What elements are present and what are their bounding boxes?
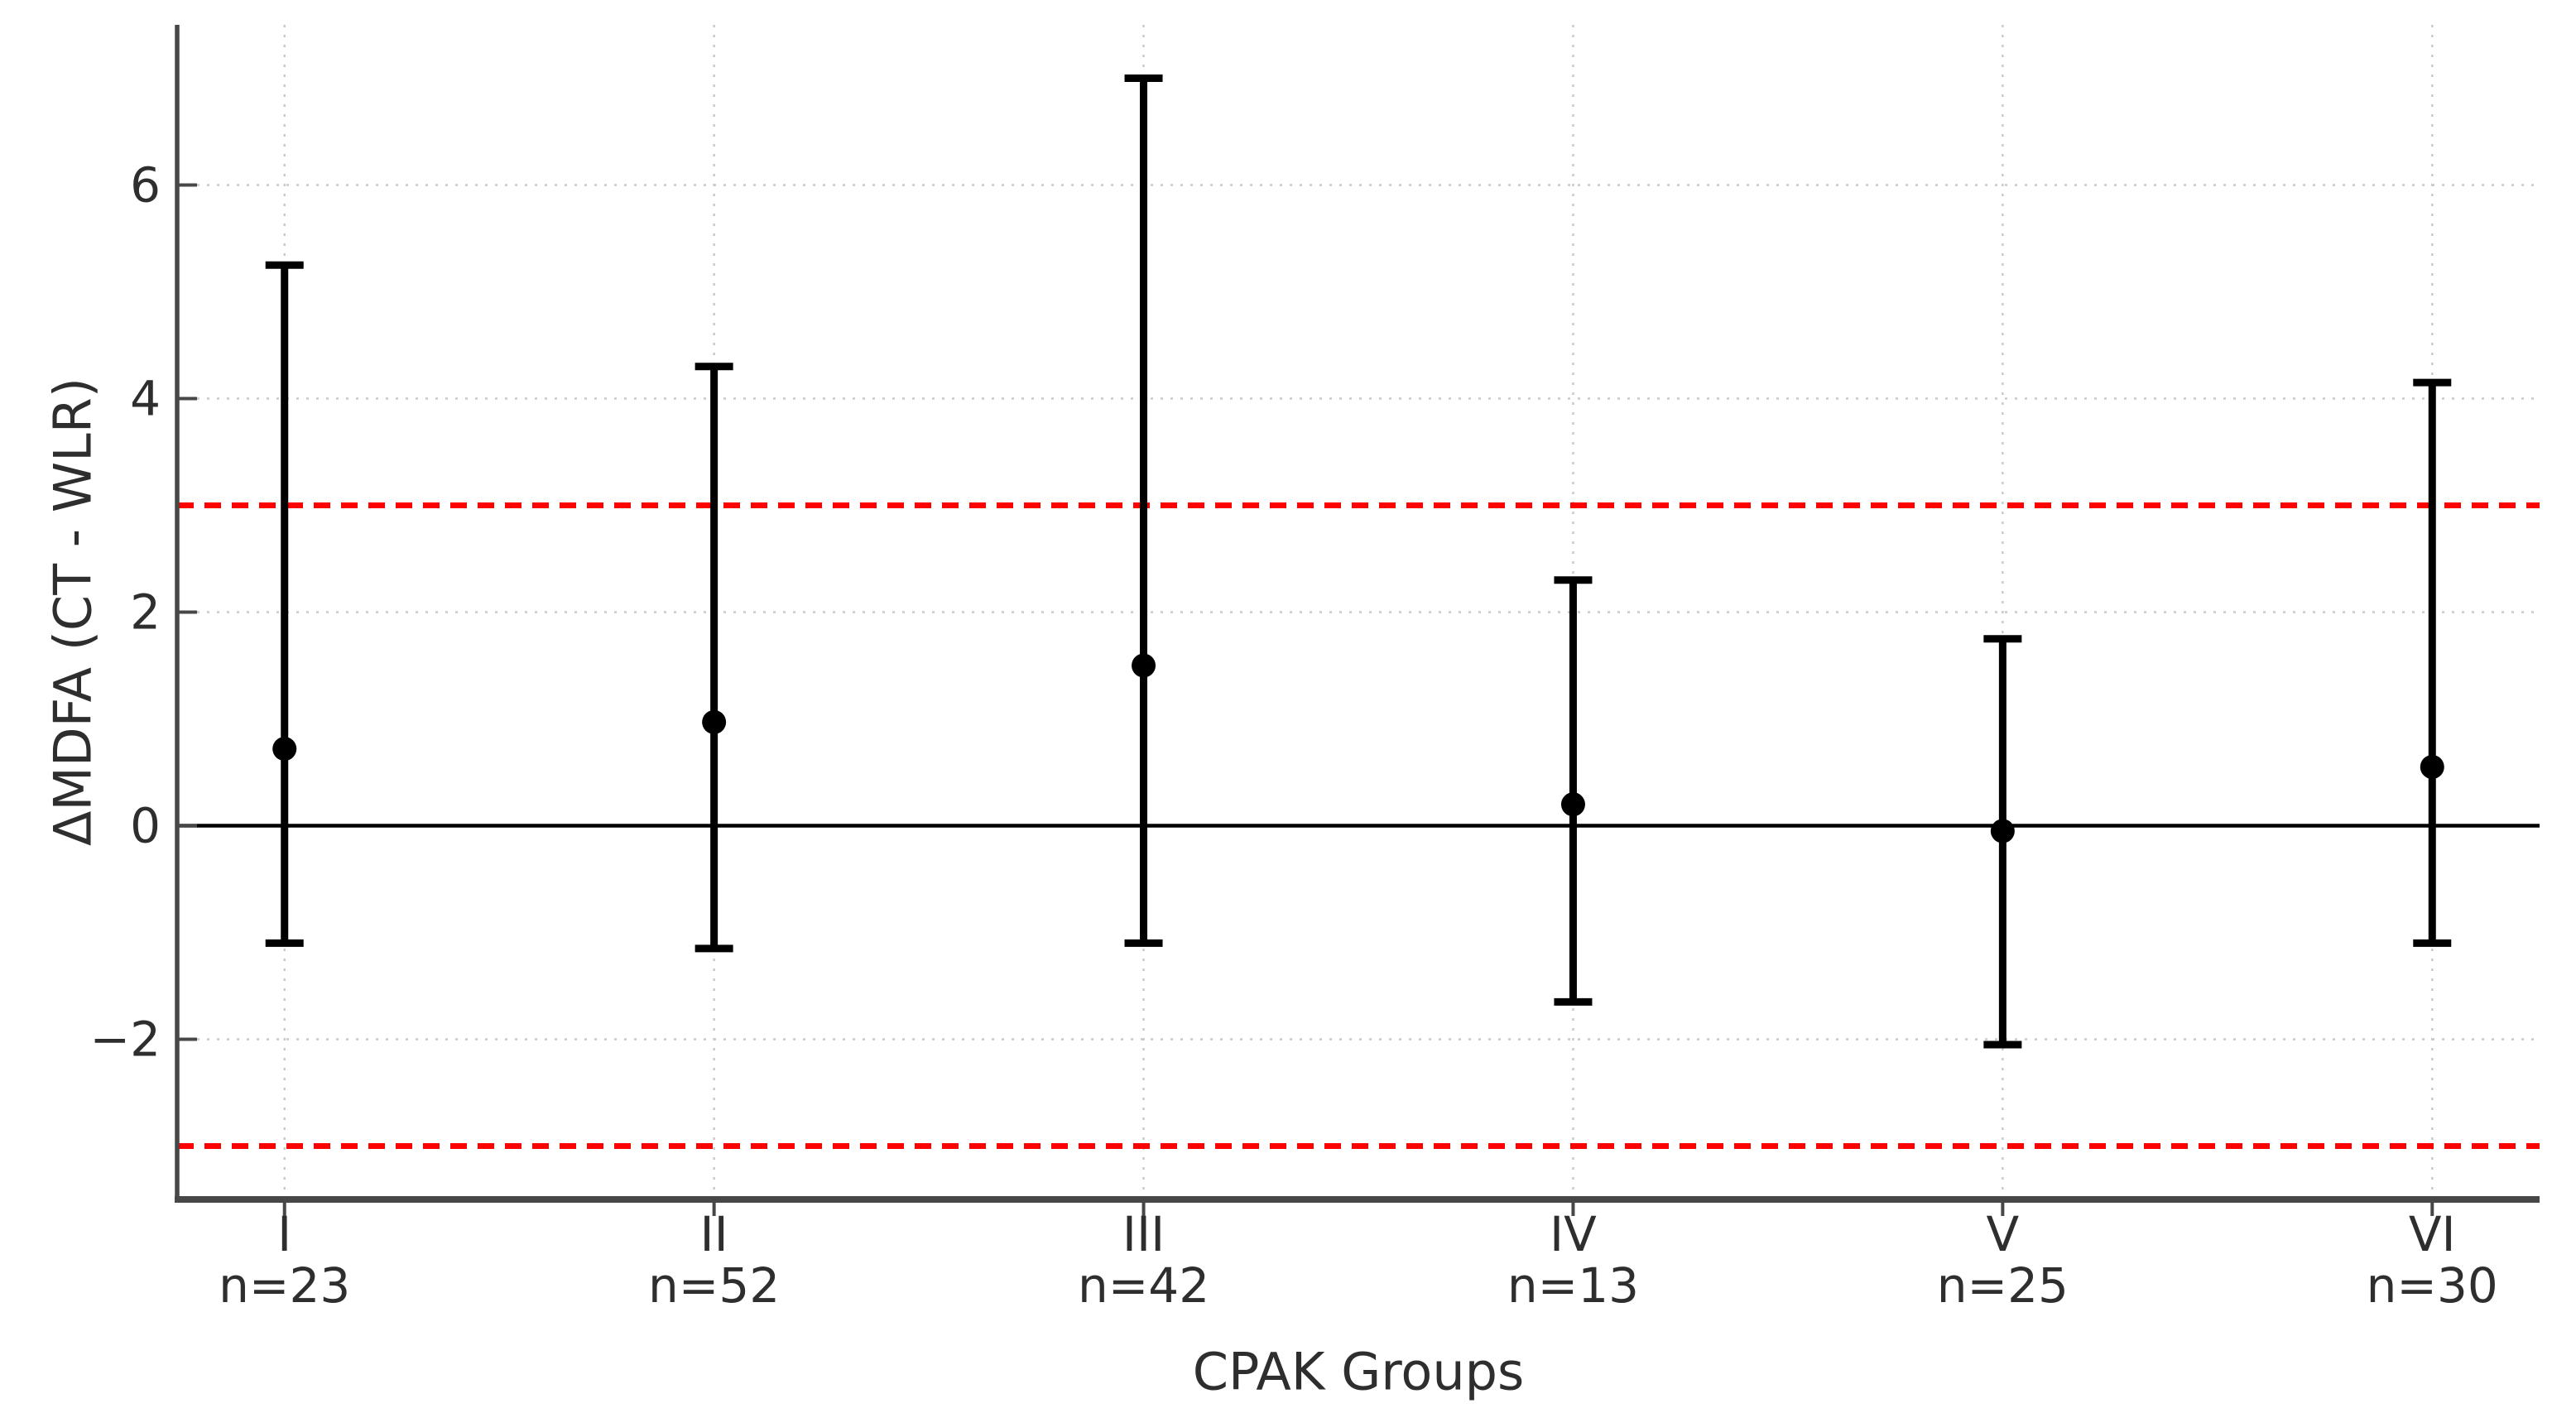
sample-size-label: n=42: [1078, 1257, 1209, 1314]
errorbar-group: [265, 261, 304, 947]
errorbar-group: [1983, 635, 2022, 1049]
x-tick-label: III: [1122, 1206, 1165, 1262]
sample-size-label: n=25: [1937, 1257, 2069, 1314]
axis-ticks: [177, 183, 2434, 1216]
y-tick-label: 4: [130, 371, 161, 427]
sample-size-label: n=23: [219, 1257, 350, 1314]
sample-size-label: n=30: [2367, 1257, 2498, 1314]
y-tick-label: 2: [130, 584, 161, 641]
errorbar-group: [2413, 378, 2452, 947]
x-tick-label: II: [700, 1206, 728, 1262]
x-tick-label: VI: [2409, 1206, 2456, 1262]
y-tick-label: −2: [90, 1012, 161, 1068]
reference-lines: [177, 502, 2540, 1149]
mean-marker: [1560, 792, 1585, 817]
errorbar-group: [694, 363, 733, 953]
y-tick-label: 6: [130, 157, 161, 214]
x-axis-label: CPAK Groups: [1193, 1342, 1525, 1402]
x-tick-label: I: [277, 1206, 291, 1262]
mean-marker: [702, 709, 727, 734]
y-tick-label: 0: [130, 798, 161, 854]
x-tick-label: IV: [1550, 1206, 1597, 1262]
x-tick-label: V: [1987, 1206, 2020, 1262]
sample-size-label: n=13: [1507, 1257, 1639, 1314]
mean-marker: [2420, 755, 2444, 780]
mean-marker: [1132, 653, 1156, 678]
sample-size-label: n=52: [648, 1257, 780, 1314]
mean-marker: [272, 737, 297, 762]
errorbar-group: [1554, 576, 1593, 1006]
mean-marker: [1990, 819, 2015, 843]
error-bars: [265, 74, 2452, 1049]
y-axis-label: ΔMDFA (CT - WLR): [43, 377, 103, 846]
errorbar-group: [1124, 74, 1163, 947]
